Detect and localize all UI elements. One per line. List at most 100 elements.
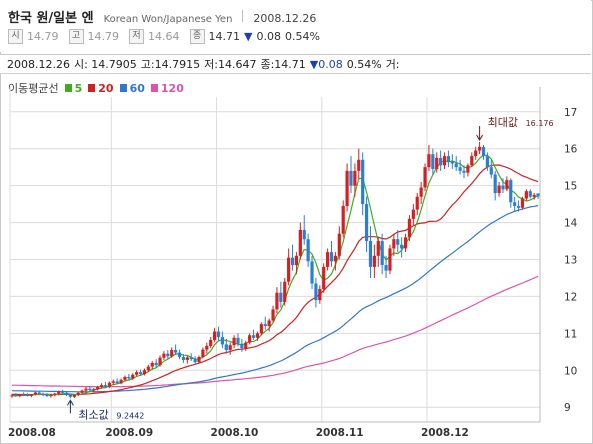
candle-body bbox=[232, 337, 236, 346]
candle bbox=[170, 347, 174, 358]
candle bbox=[119, 378, 123, 385]
candle bbox=[251, 329, 256, 341]
candle-body bbox=[439, 157, 443, 166]
candle bbox=[462, 165, 466, 179]
candle-body bbox=[107, 382, 111, 387]
candle-body bbox=[489, 167, 493, 175]
legend-label-ma5: 5 bbox=[74, 81, 83, 95]
legend-swatch-ma5 bbox=[64, 84, 72, 92]
candle-body bbox=[29, 394, 34, 396]
candle bbox=[333, 252, 338, 271]
candle-body bbox=[287, 257, 291, 282]
candle bbox=[96, 385, 100, 391]
candle bbox=[142, 368, 147, 376]
candle-body bbox=[302, 229, 306, 240]
candle-body bbox=[18, 394, 22, 397]
candle-body bbox=[248, 335, 252, 343]
candle-body bbox=[516, 205, 521, 208]
candle bbox=[501, 178, 505, 194]
candle-body bbox=[442, 156, 447, 166]
candle bbox=[220, 331, 224, 349]
candle bbox=[357, 148, 361, 179]
candle-body bbox=[154, 362, 158, 366]
candle-body bbox=[380, 241, 384, 266]
candle bbox=[400, 237, 404, 258]
candle bbox=[415, 193, 419, 216]
candle-body bbox=[255, 333, 260, 338]
candle-body bbox=[275, 292, 279, 310]
candle bbox=[14, 393, 18, 397]
candle-body bbox=[536, 193, 540, 197]
x-tick-label: 2008.09 bbox=[105, 427, 153, 439]
candle bbox=[224, 338, 228, 354]
candle bbox=[493, 170, 497, 201]
low-label: 저 bbox=[129, 28, 144, 44]
legend-ma5[interactable]: 5 bbox=[64, 81, 83, 95]
candle bbox=[267, 318, 271, 332]
candle-body bbox=[271, 309, 275, 321]
moving-average-title: 이동평균선 bbox=[8, 82, 59, 95]
candle bbox=[407, 215, 412, 242]
candle-body bbox=[524, 191, 528, 199]
candle bbox=[103, 382, 108, 389]
quote-values-row: 시 14.79 고 14.79 저 14.64 종 14.71 ▼ 0.08 0.… bbox=[8, 27, 320, 45]
candle-body bbox=[209, 340, 213, 346]
info-date: 2008.12.26 bbox=[7, 57, 70, 71]
candle bbox=[193, 356, 197, 365]
candle-body bbox=[520, 198, 525, 208]
candle bbox=[497, 181, 501, 197]
candle bbox=[326, 248, 330, 271]
high-label: 고 bbox=[68, 28, 84, 44]
candle-body bbox=[33, 392, 37, 395]
candle-body bbox=[388, 248, 392, 271]
candle-body bbox=[263, 324, 267, 326]
candle-body bbox=[135, 372, 139, 375]
candle bbox=[470, 152, 474, 168]
candle-body bbox=[220, 337, 224, 345]
candle bbox=[341, 200, 345, 238]
y-tick-label: 17 bbox=[564, 107, 577, 119]
candle-body bbox=[400, 244, 404, 249]
candle-body bbox=[267, 320, 271, 326]
candle-body bbox=[306, 239, 310, 262]
legend-ma60[interactable]: 60 bbox=[119, 82, 145, 95]
candle-body bbox=[25, 395, 30, 397]
candle-body bbox=[411, 209, 415, 219]
candle bbox=[64, 391, 69, 397]
legend-swatch-ma120 bbox=[150, 84, 158, 92]
quote-date: 2008.12.26 bbox=[253, 12, 317, 25]
legend-ma20[interactable]: 20 bbox=[88, 82, 114, 95]
candle bbox=[92, 388, 96, 393]
candle bbox=[442, 152, 447, 170]
candle-body bbox=[322, 266, 326, 290]
legend-ma120[interactable]: 120 bbox=[150, 82, 184, 95]
candle-body bbox=[384, 265, 388, 271]
candle-body bbox=[88, 388, 92, 391]
open-label: 시 bbox=[8, 28, 23, 44]
candle-body bbox=[513, 202, 517, 206]
candle-body bbox=[57, 391, 61, 394]
min-label: 최소값 bbox=[78, 408, 108, 421]
candle-body bbox=[170, 349, 174, 357]
candle bbox=[427, 145, 431, 171]
candle-body bbox=[454, 163, 458, 168]
candle bbox=[263, 316, 267, 330]
candle-body bbox=[181, 357, 186, 360]
candle-body bbox=[501, 185, 505, 190]
max-arrow-icon bbox=[476, 134, 484, 142]
candle bbox=[76, 391, 80, 397]
x-tick-label: 2008.12 bbox=[421, 427, 469, 439]
candle bbox=[205, 342, 209, 354]
candle bbox=[275, 287, 279, 314]
change-down-arrow-icon: ▼ bbox=[244, 29, 253, 43]
candle-body bbox=[37, 392, 41, 394]
candle bbox=[298, 222, 302, 260]
candle-body bbox=[99, 385, 104, 387]
candle-body bbox=[224, 344, 228, 350]
candle-body bbox=[197, 357, 201, 363]
ma60-series bbox=[11, 205, 539, 393]
candle-body bbox=[142, 370, 147, 374]
min-arrow-icon bbox=[66, 399, 74, 406]
candle bbox=[57, 390, 61, 396]
